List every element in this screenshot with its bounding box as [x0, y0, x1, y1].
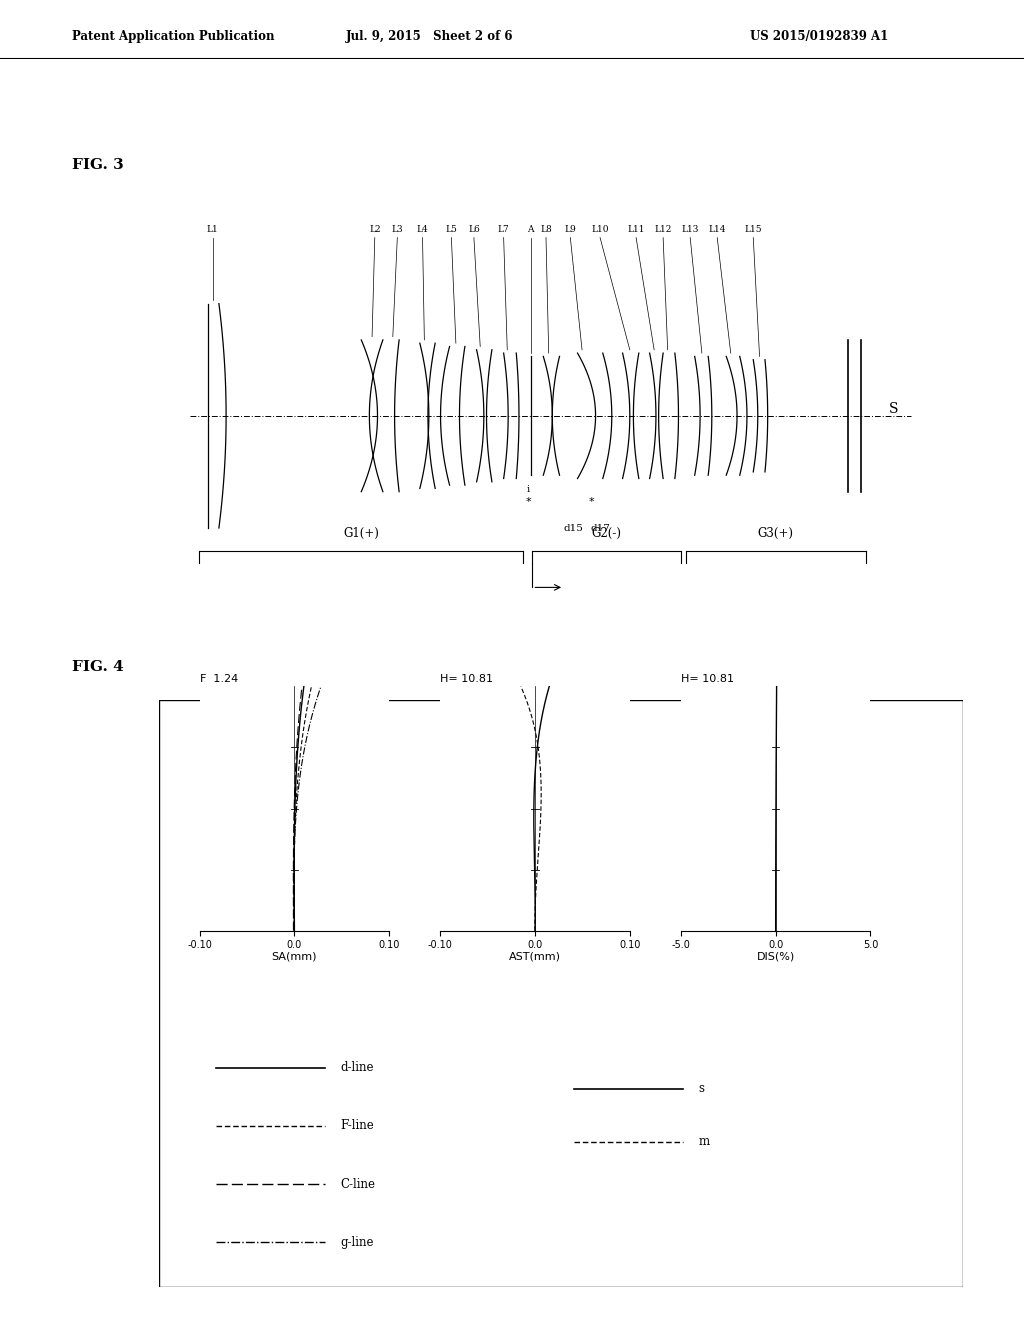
Text: F  1.24: F 1.24: [200, 675, 238, 684]
Text: L3: L3: [391, 226, 403, 235]
Text: L4: L4: [417, 226, 428, 235]
Text: s: s: [698, 1082, 705, 1096]
Text: Patent Application Publication: Patent Application Publication: [72, 30, 274, 44]
Text: F-line: F-line: [340, 1119, 374, 1133]
Text: FIG. 4: FIG. 4: [72, 660, 124, 673]
Text: G3(+): G3(+): [758, 527, 794, 540]
Text: Jul. 9, 2015   Sheet 2 of 6: Jul. 9, 2015 Sheet 2 of 6: [346, 30, 514, 44]
Text: L12: L12: [654, 226, 672, 235]
Text: L8: L8: [540, 226, 552, 235]
Text: L15: L15: [744, 226, 762, 235]
Text: L2: L2: [369, 226, 381, 235]
Text: g-line: g-line: [340, 1236, 374, 1249]
X-axis label: SA(mm): SA(mm): [271, 952, 317, 962]
Text: *: *: [525, 496, 530, 507]
Text: L5: L5: [445, 226, 458, 235]
Text: C-line: C-line: [340, 1177, 375, 1191]
Text: L1: L1: [207, 226, 218, 235]
Text: i: i: [526, 484, 529, 494]
Text: FIG. 3: FIG. 3: [72, 158, 124, 172]
Text: L14: L14: [709, 226, 726, 235]
Text: d15: d15: [563, 524, 583, 533]
Text: L11: L11: [628, 226, 645, 235]
Text: G1(+): G1(+): [343, 527, 379, 540]
Text: L9: L9: [564, 226, 577, 235]
Text: d17: d17: [590, 524, 610, 533]
Text: L7: L7: [498, 226, 510, 235]
Text: US 2015/0192839 A1: US 2015/0192839 A1: [750, 30, 889, 44]
Text: m: m: [698, 1135, 710, 1148]
Text: d-line: d-line: [340, 1061, 374, 1074]
Text: L13: L13: [682, 226, 698, 235]
Text: H= 10.81: H= 10.81: [440, 675, 494, 684]
Text: *: *: [588, 496, 594, 507]
Text: L6: L6: [468, 226, 480, 235]
Text: L10: L10: [591, 226, 609, 235]
Text: G2(-): G2(-): [592, 527, 622, 540]
Text: A: A: [527, 226, 534, 235]
X-axis label: AST(mm): AST(mm): [509, 952, 561, 962]
Text: S: S: [889, 403, 898, 416]
X-axis label: DIS(%): DIS(%): [757, 952, 795, 962]
Text: H= 10.81: H= 10.81: [681, 675, 734, 684]
